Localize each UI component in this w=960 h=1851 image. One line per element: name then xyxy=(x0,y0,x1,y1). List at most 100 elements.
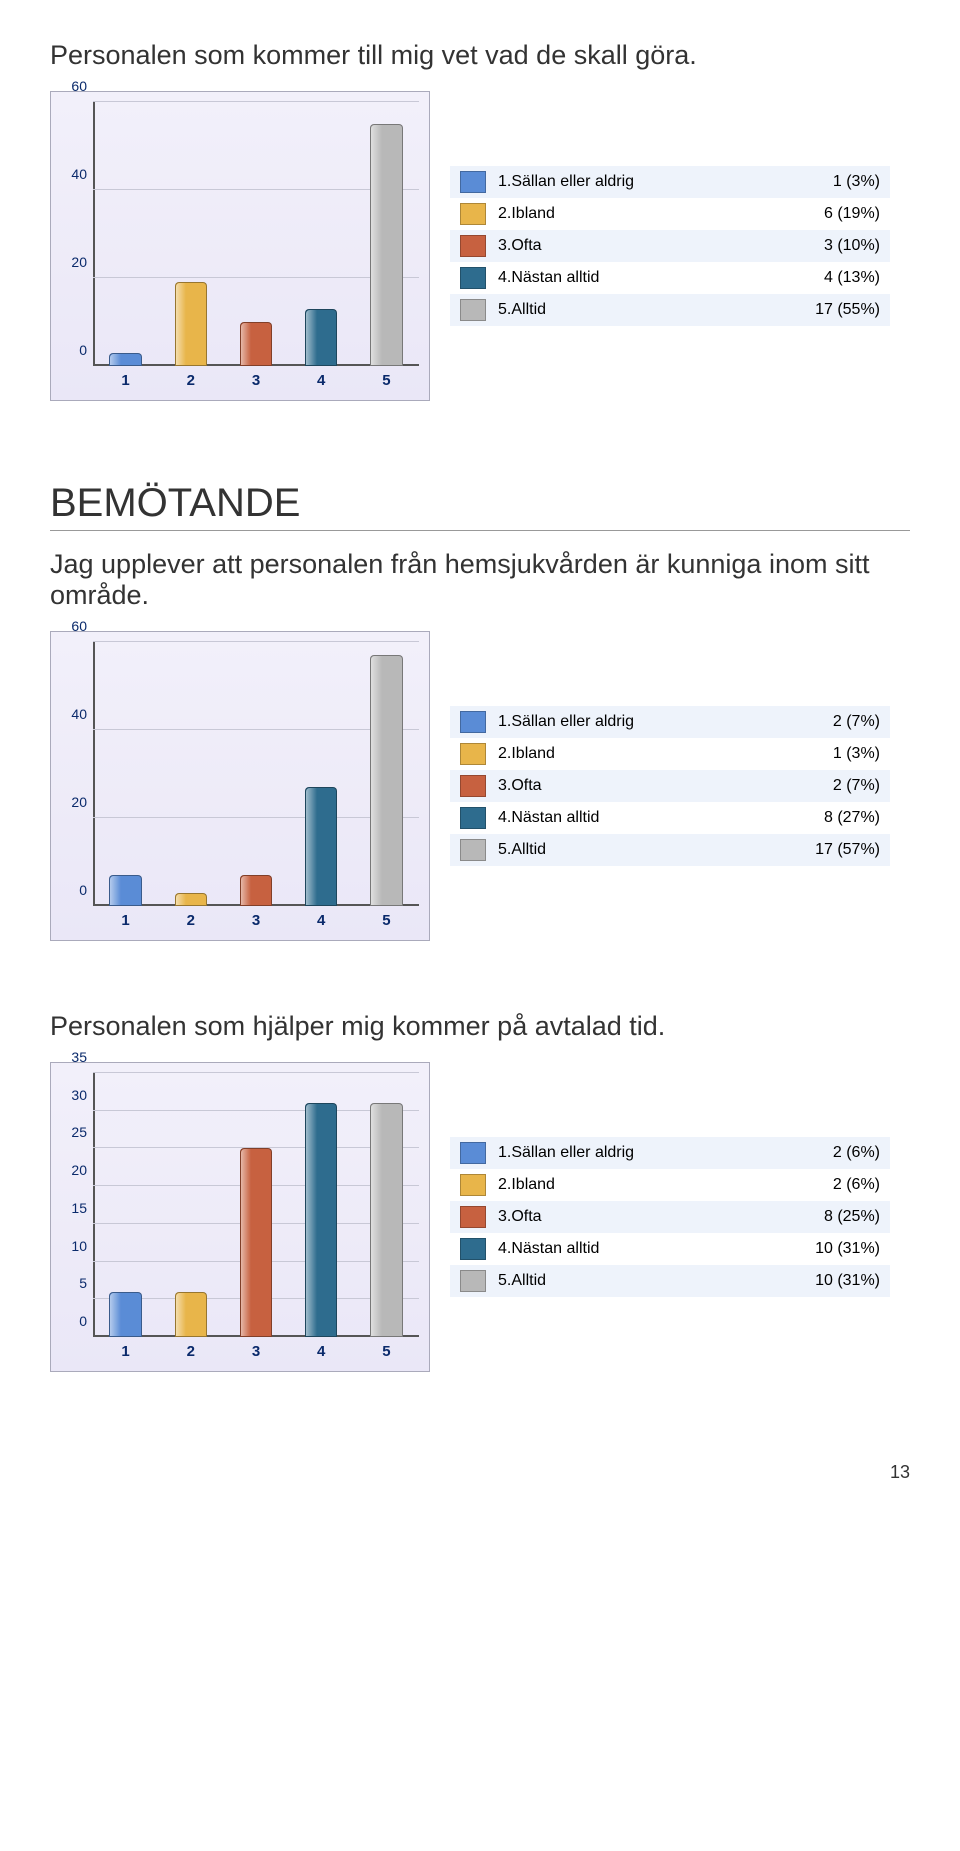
legend-label: 1.Sällan eller aldrig xyxy=(498,173,823,191)
legend-swatch xyxy=(460,1206,486,1228)
y-tick-label: 25 xyxy=(71,1124,93,1140)
chart-block-2: 020406012345 1.Sällan eller aldrig2 (7%)… xyxy=(50,631,910,941)
legend-swatch xyxy=(460,235,486,257)
legend-row: 1.Sällan eller aldrig2 (6%) xyxy=(450,1137,890,1169)
legend-value: 1 (3%) xyxy=(823,745,880,763)
legend-label: 3.Ofta xyxy=(498,777,823,795)
x-tick-label: 4 xyxy=(317,906,325,929)
bar xyxy=(370,1103,403,1337)
legend-swatch xyxy=(460,267,486,289)
question-title-3: Personalen som hjälper mig kommer på avt… xyxy=(50,1011,910,1042)
legend-swatch xyxy=(460,775,486,797)
bar xyxy=(370,124,403,366)
legend-label: 5.Alltid xyxy=(498,1272,805,1290)
bar xyxy=(109,1292,142,1337)
legend-row: 2.Ibland2 (6%) xyxy=(450,1169,890,1201)
y-tick-label: 60 xyxy=(71,618,93,634)
legend-label: 1.Sällan eller aldrig xyxy=(498,1144,823,1162)
bar-chart-2: 020406012345 xyxy=(50,631,430,941)
legend-value: 4 (13%) xyxy=(814,269,880,287)
legend-label: 4.Nästan alltid xyxy=(498,269,814,287)
y-tick-label: 0 xyxy=(79,1313,93,1329)
legend-value: 17 (55%) xyxy=(805,301,880,319)
bar xyxy=(175,1292,208,1337)
legend-swatch xyxy=(460,171,486,193)
bar-chart-3: 0510152025303512345 xyxy=(50,1062,430,1372)
legend-swatch xyxy=(460,839,486,861)
legend-label: 2.Ibland xyxy=(498,1176,823,1194)
legend-swatch xyxy=(460,299,486,321)
y-tick-label: 15 xyxy=(71,1200,93,1216)
legend-label: 2.Ibland xyxy=(498,745,823,763)
legend-row: 3.Ofta2 (7%) xyxy=(450,770,890,802)
legend-swatch xyxy=(460,1174,486,1196)
legend-value: 2 (6%) xyxy=(823,1176,880,1194)
x-tick-label: 3 xyxy=(252,1337,260,1360)
bar xyxy=(175,282,208,366)
legend-value: 2 (7%) xyxy=(823,713,880,731)
bar xyxy=(305,1103,338,1337)
legend-row: 3.Ofta8 (25%) xyxy=(450,1201,890,1233)
legend-value: 8 (25%) xyxy=(814,1208,880,1226)
y-tick-label: 10 xyxy=(71,1238,93,1254)
legend-row: 2.Ibland1 (3%) xyxy=(450,738,890,770)
bar xyxy=(175,893,208,906)
legend-value: 1 (3%) xyxy=(823,173,880,191)
y-tick-label: 0 xyxy=(79,882,93,898)
legend-swatch xyxy=(460,203,486,225)
legend-value: 8 (27%) xyxy=(814,809,880,827)
x-tick-label: 5 xyxy=(382,366,390,389)
y-tick-label: 5 xyxy=(79,1275,93,1291)
legend-value: 10 (31%) xyxy=(805,1240,880,1258)
x-tick-label: 1 xyxy=(121,366,129,389)
bar-chart-1: 020406012345 xyxy=(50,91,430,401)
legend-row: 1.Sällan eller aldrig1 (3%) xyxy=(450,166,890,198)
bar xyxy=(109,353,142,366)
legend-row: 4.Nästan alltid4 (13%) xyxy=(450,262,890,294)
legend-value: 3 (10%) xyxy=(814,237,880,255)
x-tick-label: 5 xyxy=(382,906,390,929)
question-title-2: Jag upplever att personalen från hemsjuk… xyxy=(50,549,910,611)
legend-label: 4.Nästan alltid xyxy=(498,809,814,827)
legend-label: 1.Sällan eller aldrig xyxy=(498,713,823,731)
x-tick-label: 2 xyxy=(187,906,195,929)
legend-swatch xyxy=(460,1142,486,1164)
legend-3: 1.Sällan eller aldrig2 (6%)2.Ibland2 (6%… xyxy=(450,1137,890,1297)
legend-swatch xyxy=(460,743,486,765)
legend-row: 5.Alltid10 (31%) xyxy=(450,1265,890,1297)
legend-label: 3.Ofta xyxy=(498,1208,814,1226)
legend-2: 1.Sällan eller aldrig2 (7%)2.Ibland1 (3%… xyxy=(450,706,890,866)
legend-row: 4.Nästan alltid8 (27%) xyxy=(450,802,890,834)
bar xyxy=(240,322,273,366)
x-tick-label: 1 xyxy=(121,906,129,929)
y-tick-label: 35 xyxy=(71,1049,93,1065)
bar xyxy=(370,655,403,906)
x-tick-label: 4 xyxy=(317,1337,325,1360)
legend-label: 2.Ibland xyxy=(498,205,814,223)
x-tick-label: 1 xyxy=(121,1337,129,1360)
legend-row: 1.Sällan eller aldrig2 (7%) xyxy=(450,706,890,738)
legend-label: 5.Alltid xyxy=(498,301,805,319)
y-tick-label: 30 xyxy=(71,1087,93,1103)
y-tick-label: 40 xyxy=(71,166,93,182)
chart-block-1: 020406012345 1.Sällan eller aldrig1 (3%)… xyxy=(50,91,910,401)
bar xyxy=(305,309,338,366)
section-heading: BEMÖTANDE xyxy=(50,481,910,531)
page-number: 13 xyxy=(50,1462,910,1483)
x-tick-label: 2 xyxy=(187,1337,195,1360)
legend-swatch xyxy=(460,1270,486,1292)
legend-value: 10 (31%) xyxy=(805,1272,880,1290)
x-tick-label: 3 xyxy=(252,906,260,929)
legend-row: 2.Ibland6 (19%) xyxy=(450,198,890,230)
x-tick-label: 4 xyxy=(317,366,325,389)
x-tick-label: 3 xyxy=(252,366,260,389)
legend-label: 4.Nästan alltid xyxy=(498,1240,805,1258)
legend-row: 3.Ofta3 (10%) xyxy=(450,230,890,262)
legend-row: 5.Alltid17 (55%) xyxy=(450,294,890,326)
legend-swatch xyxy=(460,807,486,829)
legend-value: 17 (57%) xyxy=(805,841,880,859)
y-tick-label: 20 xyxy=(71,254,93,270)
legend-value: 2 (6%) xyxy=(823,1144,880,1162)
bar xyxy=(240,875,273,906)
legend-label: 3.Ofta xyxy=(498,237,814,255)
